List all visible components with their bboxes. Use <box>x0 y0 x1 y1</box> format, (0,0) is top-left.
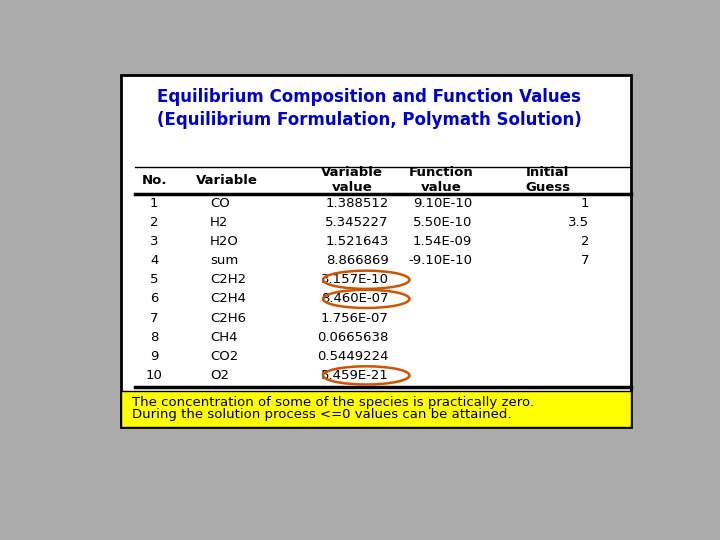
Text: CO2: CO2 <box>210 350 238 363</box>
Text: 1: 1 <box>581 197 590 210</box>
Text: Initial
Guess: Initial Guess <box>525 166 570 194</box>
Text: 7: 7 <box>150 312 158 325</box>
Text: 1.521643: 1.521643 <box>325 235 389 248</box>
Text: 1: 1 <box>150 197 158 210</box>
Text: O2: O2 <box>210 369 229 382</box>
Text: H2O: H2O <box>210 235 239 248</box>
Text: 5.50E-10: 5.50E-10 <box>413 216 472 229</box>
Text: sum: sum <box>210 254 238 267</box>
Text: 2: 2 <box>581 235 590 248</box>
FancyBboxPatch shape <box>121 75 631 427</box>
Text: CH4: CH4 <box>210 330 238 343</box>
Text: H2: H2 <box>210 216 228 229</box>
Text: During the solution process <=0 values can be attained.: During the solution process <=0 values c… <box>132 408 511 421</box>
Text: 2: 2 <box>150 216 158 229</box>
Text: 1.388512: 1.388512 <box>325 197 389 210</box>
Text: 1.54E-09: 1.54E-09 <box>413 235 472 248</box>
Text: Equilibrium Composition and Function Values
(Equilibrium Formulation, Polymath S: Equilibrium Composition and Function Val… <box>157 87 581 129</box>
Text: 5: 5 <box>150 273 158 286</box>
Text: 1.756E-07: 1.756E-07 <box>320 312 389 325</box>
Text: 8: 8 <box>150 330 158 343</box>
Text: 9: 9 <box>150 350 158 363</box>
Text: Variable: Variable <box>196 174 258 187</box>
Text: 0.0665638: 0.0665638 <box>317 330 389 343</box>
Text: No.: No. <box>141 174 167 187</box>
Text: 10: 10 <box>145 369 163 382</box>
Text: C2H4: C2H4 <box>210 292 246 306</box>
Text: The concentration of some of the species is practically zero.: The concentration of some of the species… <box>132 396 534 409</box>
Text: 5.459E-21: 5.459E-21 <box>320 369 389 382</box>
Text: 3: 3 <box>150 235 158 248</box>
Text: CO: CO <box>210 197 230 210</box>
Text: 5.345227: 5.345227 <box>325 216 389 229</box>
FancyBboxPatch shape <box>121 391 631 427</box>
Text: 6: 6 <box>150 292 158 306</box>
Text: 4: 4 <box>150 254 158 267</box>
Text: -9.10E-10: -9.10E-10 <box>408 254 472 267</box>
Text: Function
value: Function value <box>409 166 474 194</box>
Text: C2H6: C2H6 <box>210 312 246 325</box>
Text: 7: 7 <box>581 254 590 267</box>
Text: 9.10E-10: 9.10E-10 <box>413 197 472 210</box>
Text: 3.5: 3.5 <box>568 216 590 229</box>
Text: 0.5449224: 0.5449224 <box>317 350 389 363</box>
Text: 3.157E-10: 3.157E-10 <box>320 273 389 286</box>
Text: 8.866869: 8.866869 <box>325 254 389 267</box>
Text: C2H2: C2H2 <box>210 273 246 286</box>
Text: 8.460E-07: 8.460E-07 <box>321 292 389 306</box>
Text: Variable
value: Variable value <box>321 166 383 194</box>
